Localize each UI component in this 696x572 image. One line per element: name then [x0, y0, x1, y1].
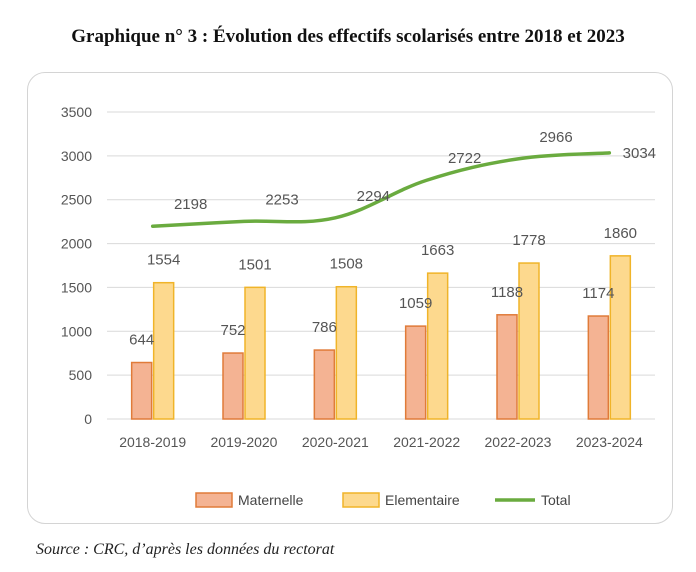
bar-maternelle: [404, 325, 427, 420]
bar-maternelle: [313, 349, 336, 420]
bar-elementaire: [152, 281, 175, 420]
x-tick-label: 2019-2020: [211, 434, 278, 450]
grid-layer: [107, 111, 655, 420]
y-tick-label: 0: [84, 411, 92, 427]
data-label-layer: 644 1554 752 1501 786 1508 1059 1663 1188 1778 117…: [129, 129, 656, 349]
bar-maternelle: [496, 314, 518, 420]
y-tick-label: 3000: [61, 148, 92, 164]
y-tick-label: 500: [69, 367, 93, 383]
bar-elementaire: [335, 285, 358, 420]
y-tick-label: 3500: [61, 104, 92, 120]
data-label-total: 3034: [623, 145, 656, 162]
data-label-total: 2198: [174, 196, 207, 213]
y-tick-label: 1500: [61, 279, 92, 295]
data-label-total: 2722: [448, 150, 481, 167]
data-label-maternelle: 1059: [399, 295, 432, 312]
data-label-elementaire: 1663: [421, 242, 454, 259]
bar-elementaire: [426, 272, 449, 420]
data-label-elementaire: 1860: [604, 225, 637, 242]
x-tick-label: 2022-2023: [485, 434, 552, 450]
x-tick-label: 2018-2019: [119, 434, 186, 450]
data-label-elementaire: 1778: [512, 232, 545, 249]
bar-maternelle: [587, 315, 610, 420]
legend-swatch-maternelle: [195, 492, 233, 508]
x-tick-label: 2023-2024: [576, 434, 643, 450]
data-label-total: 2294: [357, 188, 390, 205]
legend-label-elementaire: Elementaire: [385, 492, 460, 508]
x-tick-label: 2021-2022: [393, 434, 460, 450]
x-axis-ticks: 2018-2019 2019-2020 2020-2021 2021-2022 2022…: [119, 434, 643, 450]
legend-label-maternelle: Maternelle: [238, 492, 304, 508]
data-label-total: 2966: [539, 129, 572, 146]
data-label-elementaire: 1508: [330, 256, 363, 273]
bar-layer: [130, 255, 632, 420]
data-label-maternelle: 752: [220, 322, 245, 339]
y-tick-label: 2500: [61, 192, 92, 208]
line-layer: [150, 151, 612, 228]
data-label-maternelle: 644: [129, 332, 154, 349]
data-label-total: 2253: [265, 191, 298, 208]
data-label-elementaire: 1554: [147, 252, 180, 269]
total-line: [150, 151, 612, 228]
x-tick-label: 2020-2021: [302, 434, 369, 450]
bar-maternelle: [130, 361, 153, 420]
bar-elementaire: [244, 286, 266, 420]
bar-maternelle: [222, 352, 244, 420]
bar-elementaire: [609, 255, 632, 420]
data-label-maternelle: 1188: [491, 284, 523, 301]
legend-swatch-elementaire: [342, 492, 380, 508]
y-tick-label: 2000: [61, 236, 92, 252]
bar-elementaire: [518, 262, 540, 420]
y-axis-ticks: 0 500 1000 1500 2000 2500 3000 3500: [61, 104, 92, 427]
data-label-maternelle: 1174: [582, 285, 614, 302]
y-tick-label: 1000: [61, 323, 92, 339]
data-label-elementaire: 1501: [238, 256, 271, 273]
legend: Maternelle Elementaire Total: [195, 492, 571, 508]
source-note: Source : CRC, d’après les données du rec…: [36, 541, 335, 558]
data-label-maternelle: 786: [312, 319, 337, 336]
chart-title: Graphique n° 3 : Évolution des effectifs…: [71, 26, 625, 47]
legend-label-total: Total: [541, 492, 571, 508]
